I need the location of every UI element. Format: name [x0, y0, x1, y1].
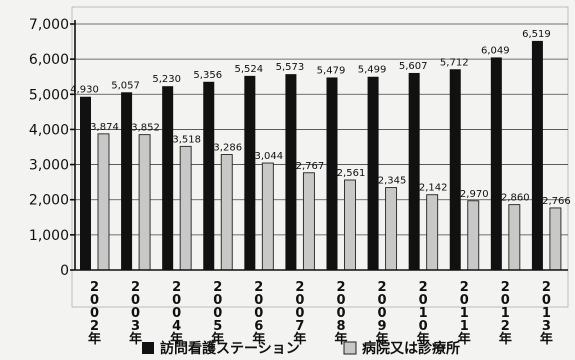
bar-series-2 — [97, 133, 110, 271]
data-label-series-1: 5,230 — [152, 74, 181, 85]
data-labels: 4,930 3,874 5,057 3,852 5,230 3,518 5,356 3,286… — [70, 29, 571, 207]
legend-label-series-1: 訪問看護ステーション — [160, 340, 300, 357]
bar-series-2 — [302, 172, 315, 271]
bar-series-1 — [244, 75, 256, 271]
bar-series-1 — [367, 76, 379, 271]
data-label-series-2: 2,561 — [337, 168, 366, 179]
data-label-series-2: 3,044 — [255, 151, 284, 162]
bar-series-1 — [531, 40, 543, 270]
data-label-series-2: 3,874 — [90, 122, 119, 133]
data-label-series-1: 5,356 — [193, 70, 222, 81]
data-label-series-2: 2,345 — [378, 176, 407, 187]
y-axis: 0 1,000 2,000 3,000 4,000 5,000 6,000 7,000 — [29, 17, 76, 279]
legend: 訪問看護ステーション 病院又は診療所 — [142, 340, 460, 357]
plot-frame — [71, 6, 569, 308]
bar-series-2 — [261, 162, 274, 271]
x-axis: 2 0 0 2 年 2 0 0 3 年 2 0 0 4 年 2 0 0 5 年 2 0 0 6 年 2 0 0 7 年 2 0 0 8 年 2 0 0 9 年… — [75, 269, 568, 347]
bar-series-2 — [220, 154, 233, 271]
legend-swatch-series-2 — [343, 341, 357, 355]
y-tick-label: 1,000 — [29, 228, 69, 244]
bar-series-1 — [408, 72, 420, 270]
bars — [80, 40, 562, 271]
data-label-series-2: 2,767 — [296, 161, 325, 172]
bar-series-2 — [549, 207, 562, 271]
data-label-series-2: 2,860 — [501, 193, 530, 204]
data-label-series-1: 4,930 — [70, 85, 99, 96]
data-label-series-1: 5,057 — [111, 80, 140, 91]
y-tick-label: 3,000 — [29, 158, 69, 174]
data-label-series-1: 5,712 — [440, 57, 469, 68]
bar-series-2 — [179, 145, 192, 271]
y-tick-label: 0 — [60, 263, 69, 279]
data-label-series-2: 3,852 — [131, 123, 160, 134]
data-label-series-1: 5,499 — [358, 65, 387, 76]
bar-series-1 — [121, 92, 133, 271]
data-label-series-1: 5,607 — [399, 61, 428, 72]
data-label-series-2: 3,518 — [172, 134, 201, 145]
bar-series-1 — [162, 86, 174, 271]
data-label-series-2: 3,286 — [213, 143, 242, 154]
bar-series-2 — [508, 204, 521, 271]
data-label-series-2: 2,970 — [460, 189, 489, 200]
data-label-series-1: 5,573 — [276, 62, 305, 73]
bar-series-1 — [80, 96, 91, 270]
data-label-series-2: 2,766 — [542, 196, 571, 207]
y-tick-label: 6,000 — [29, 52, 69, 68]
grid-lines — [75, 23, 568, 236]
y-tick-label: 5,000 — [29, 87, 69, 103]
data-label-series-1: 5,524 — [235, 64, 264, 75]
bar-series-1 — [490, 57, 502, 271]
bar-series-2 — [467, 200, 480, 271]
bar-series-2 — [426, 194, 439, 271]
y-tick-label: 4,000 — [29, 122, 69, 138]
bar-series-1 — [203, 81, 215, 270]
y-tick-label: 7,000 — [29, 17, 69, 33]
bar-series-2 — [385, 187, 398, 271]
bar-series-1 — [449, 69, 461, 270]
bar-series-1 — [285, 74, 297, 270]
data-label-series-2: 2,142 — [419, 183, 448, 194]
bar-series-2 — [344, 179, 356, 271]
y-tick-label: 2,000 — [29, 193, 69, 209]
data-label-series-1: 6,519 — [522, 29, 551, 40]
data-label-series-1: 6,049 — [481, 45, 510, 56]
legend-label-series-2: 病院又は診療所 — [362, 340, 460, 357]
bar-series-1 — [326, 77, 338, 270]
bar-series-2 — [138, 134, 151, 271]
data-label-series-1: 5,479 — [317, 65, 346, 76]
legend-swatch-series-1 — [142, 342, 154, 354]
